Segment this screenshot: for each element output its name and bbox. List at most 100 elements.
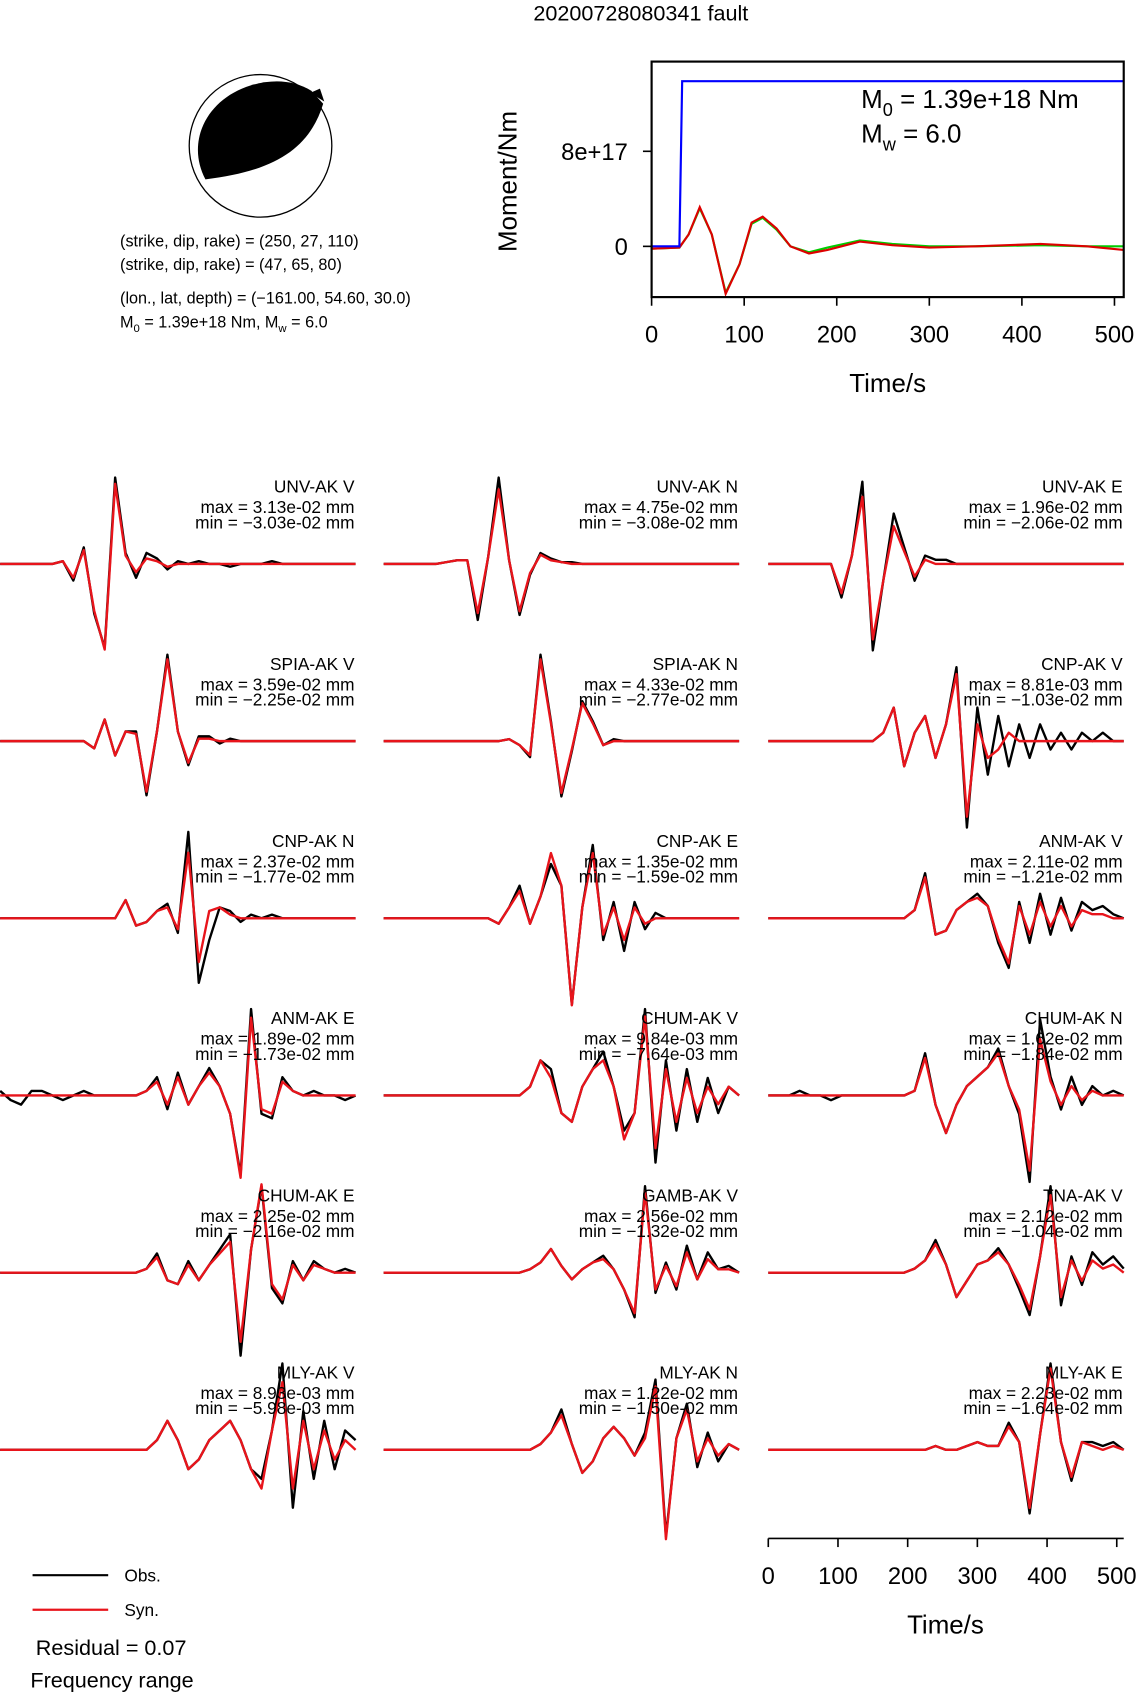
moment-annotation: Mw = 6.0 (861, 121, 961, 155)
station-label: CNP-AK E (656, 831, 738, 851)
moment-annotation: M0 = 1.39e+18 Nm (861, 86, 1078, 120)
max-amplitude: max = 9.84e-03 mm (584, 1029, 738, 1049)
x-tick-label: 100 (818, 1563, 858, 1590)
y-axis-label: Moment/Nm (495, 111, 523, 252)
moment-curve (651, 204, 1124, 298)
synthetic-waveform (383, 658, 740, 795)
frequency-range: Frequency range (30, 1668, 193, 1693)
min-amplitude: min = −1.04e-02 mm (963, 1221, 1122, 1241)
synthetic-waveform (0, 1016, 356, 1179)
beach-ball-compression (310, 88, 325, 102)
max-amplitude: max = 4.33e-02 mm (584, 674, 738, 694)
station-label: SPIA-AK V (270, 654, 355, 674)
synthetic-waveform (0, 658, 356, 793)
beach-ball-compression (197, 81, 324, 180)
max-amplitude: max = 1.89e-02 mm (200, 1029, 354, 1049)
synthetic-waveform (768, 495, 1124, 641)
max-amplitude: max = 1.62e-02 mm (969, 1029, 1123, 1049)
mechanism-line: (strike, dip, rake) = (47, 65, 80) (120, 256, 342, 274)
synthetic-waveform (383, 1015, 740, 1150)
text-part: = 6.0 (896, 121, 962, 149)
text-part: = 1.39e+18 Nm, M (140, 313, 279, 331)
x-tick-label: 200 (817, 321, 857, 348)
subscript: w (277, 323, 287, 335)
station-label: CNP-AK N (272, 831, 355, 851)
legend-label: Syn. (124, 1600, 159, 1620)
synthetic-waveform (383, 488, 740, 615)
synthetic-waveform (768, 1194, 1125, 1311)
synthetic-waveform (0, 851, 356, 964)
x-axis-label: Time/s (849, 370, 926, 398)
station-label: CNP-AK V (1041, 654, 1123, 674)
plot-frame (650, 60, 1125, 299)
max-amplitude: max = 2.37e-02 mm (200, 852, 354, 872)
min-amplitude: min = −2.25e-02 mm (195, 689, 354, 709)
moment-summary: M0 = 1.39e+18 Nm, Mw = 6.0 (120, 313, 328, 335)
station-label: ANM-AK E (271, 1008, 354, 1028)
x-tick-label: 300 (910, 321, 950, 348)
max-amplitude: max = 1.35e-02 mm (584, 852, 738, 872)
x-tick-label: 500 (1095, 321, 1135, 348)
min-amplitude: min = −1.32e-02 mm (579, 1221, 738, 1241)
figure-title: 20200728080341 fault (533, 1, 748, 26)
x-tick-label: 500 (1097, 1563, 1137, 1590)
residual: Residual = 0.07 (36, 1635, 187, 1660)
station-label: UNV-AK N (656, 477, 738, 497)
min-amplitude: min = −3.03e-02 mm (195, 512, 354, 532)
max-amplitude: max = 2.25e-02 mm (200, 1206, 354, 1226)
max-amplitude: max = 1.22e-02 mm (584, 1383, 738, 1403)
subscript: w (882, 134, 897, 154)
min-amplitude: min = −1.64e-02 mm (963, 1398, 1122, 1418)
station-label: MLY-AK V (277, 1363, 355, 1383)
min-amplitude: min = −1.84e-02 mm (963, 1044, 1122, 1064)
min-amplitude: min = −1.50e-02 mm (579, 1398, 738, 1418)
station-label: UNV-AK E (1042, 477, 1123, 497)
synthetic-waveform (0, 1183, 356, 1343)
min-amplitude: min = −1.77e-02 mm (195, 867, 354, 887)
min-amplitude: min = −1.59e-02 mm (579, 867, 738, 887)
moment-curve (651, 80, 1124, 248)
text-part: = 6.0 (287, 313, 328, 331)
max-amplitude: max = 2.23e-02 mm (969, 1383, 1123, 1403)
station-label: MLY-AK E (1045, 1363, 1123, 1383)
max-amplitude: max = 2.56e-02 mm (584, 1206, 738, 1226)
min-amplitude: min = −2.77e-02 mm (579, 689, 738, 709)
text-part: M (861, 121, 883, 149)
min-amplitude: min = −3.08e-02 mm (579, 512, 738, 532)
max-amplitude: max = 1.96e-02 mm (969, 497, 1123, 517)
synthetic-waveform (0, 482, 356, 651)
synthetic-waveform (0, 1380, 357, 1490)
text-part: M (120, 313, 133, 331)
station-label: CHUM-AK E (258, 1185, 355, 1205)
max-amplitude: max = 2.11e-02 mm (970, 852, 1123, 872)
min-amplitude: min = −5.98e-03 mm (195, 1398, 354, 1418)
x-tick-label: 0 (762, 1563, 775, 1590)
station-label: CHUM-AK V (641, 1008, 738, 1028)
text-part: = 1.39e+18 Nm (893, 86, 1079, 114)
x-tick-label: 100 (724, 321, 764, 348)
text-part: M (861, 86, 883, 114)
observed-waveform (768, 872, 1125, 970)
min-amplitude: min = −2.06e-02 mm (963, 512, 1122, 532)
station-label: SPIA-AK N (653, 654, 738, 674)
x-tick-label: 200 (888, 1563, 928, 1590)
synthetic-waveform (768, 1037, 1124, 1172)
x-tick-label: 400 (1002, 321, 1042, 348)
max-amplitude: max = 8.93e-03 mm (200, 1383, 354, 1403)
beach-ball (188, 73, 333, 218)
x-tick-label: 400 (1027, 1563, 1067, 1590)
min-amplitude: min = −1.21e-02 mm (963, 867, 1122, 887)
synthetic-waveform (768, 672, 1124, 818)
max-amplitude: max = 2.12e-02 mm (969, 1206, 1123, 1226)
station-label: CHUM-AK N (1025, 1008, 1123, 1028)
station-label: ANM-AK V (1039, 831, 1123, 851)
station-label: MLY-AK N (659, 1363, 738, 1383)
min-amplitude: min = −2.16e-02 mm (195, 1221, 354, 1241)
max-amplitude: max = 3.59e-02 mm (200, 674, 354, 694)
max-amplitude: max = 8.81e-03 mm (969, 674, 1123, 694)
x-tick-label: 300 (958, 1563, 998, 1590)
synthetic-waveform (383, 1190, 740, 1315)
synthetic-waveform (768, 876, 1124, 965)
max-amplitude: max = 4.75e-02 mm (584, 497, 738, 517)
